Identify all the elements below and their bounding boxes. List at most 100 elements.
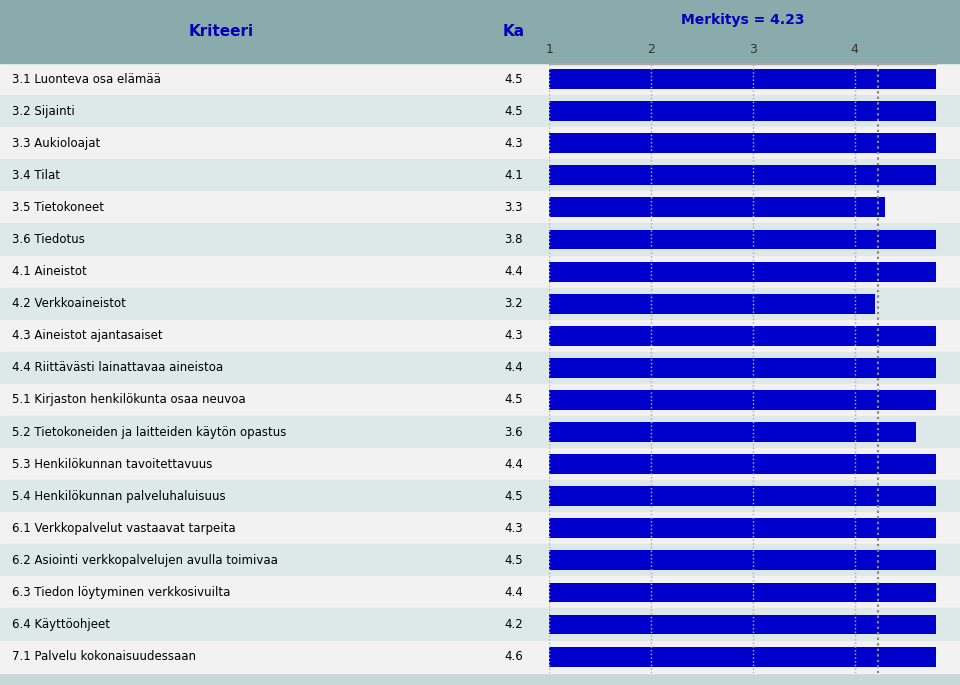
Bar <box>549 480 936 512</box>
Bar <box>549 551 960 571</box>
Bar <box>549 454 960 474</box>
Bar <box>549 127 936 160</box>
Text: 4.4: 4.4 <box>504 586 523 599</box>
Text: 3.3: 3.3 <box>504 201 523 214</box>
Bar <box>549 551 960 571</box>
Bar <box>549 576 936 608</box>
Text: 4.4 Riittävästi lainattavaa aineistoa: 4.4 Riittävästi lainattavaa aineistoa <box>12 362 223 374</box>
Bar <box>549 134 960 153</box>
Text: 4.1 Aineistot: 4.1 Aineistot <box>12 265 86 278</box>
Bar <box>549 519 960 538</box>
Text: 3.8: 3.8 <box>504 233 523 246</box>
Bar <box>549 134 960 153</box>
Bar <box>549 512 936 545</box>
Bar <box>549 448 936 480</box>
Bar <box>549 223 936 256</box>
Text: 4.3: 4.3 <box>504 329 523 342</box>
Text: Kriteeri: Kriteeri <box>188 24 253 39</box>
Bar <box>549 197 885 217</box>
Bar <box>549 294 875 314</box>
Text: 3: 3 <box>749 42 756 55</box>
Text: 3.2 Sijainti: 3.2 Sijainti <box>12 105 74 118</box>
Text: 5.2 Tietokoneiden ja laitteiden käytön opastus: 5.2 Tietokoneiden ja laitteiden käytön o… <box>12 425 286 438</box>
Text: Ka: Ka <box>502 24 525 39</box>
Bar <box>549 390 960 410</box>
Text: 3.1 Luonteva osa elämää: 3.1 Luonteva osa elämää <box>12 73 160 86</box>
Bar <box>549 69 960 89</box>
Bar <box>549 384 936 416</box>
Text: 3.2: 3.2 <box>504 297 523 310</box>
Text: 2: 2 <box>647 42 655 55</box>
Bar <box>549 95 936 127</box>
Text: 4.2: 4.2 <box>504 618 523 631</box>
Text: 4.6: 4.6 <box>504 650 523 663</box>
Text: 3.6 Tiedotus: 3.6 Tiedotus <box>12 233 84 246</box>
Text: Merkitys = 4.23: Merkitys = 4.23 <box>681 13 804 27</box>
Text: 3.4 Tilat: 3.4 Tilat <box>12 169 60 182</box>
Bar <box>549 101 960 121</box>
Text: 3.6: 3.6 <box>504 425 523 438</box>
Bar <box>549 416 936 448</box>
Text: 4.3: 4.3 <box>504 522 523 535</box>
Text: 4.3: 4.3 <box>504 137 523 150</box>
Text: 7.1 Palvelu kokonaisuudessaan: 7.1 Palvelu kokonaisuudessaan <box>12 650 196 663</box>
Bar <box>549 63 936 95</box>
Bar <box>549 608 936 640</box>
Bar <box>549 358 960 378</box>
Text: 5.1 Kirjaston henkilökunta osaa neuvoa: 5.1 Kirjaston henkilökunta osaa neuvoa <box>12 393 245 406</box>
Text: 6.4 Käyttöohjeet: 6.4 Käyttöohjeet <box>12 618 109 631</box>
Text: 5.3 Henkilökunnan tavoitettavuus: 5.3 Henkilökunnan tavoitettavuus <box>12 458 212 471</box>
Text: 6.2 Asiointi verkkopalvelujen avulla toimivaa: 6.2 Asiointi verkkopalvelujen avulla toi… <box>12 554 277 567</box>
Bar <box>549 352 936 384</box>
Bar <box>549 229 936 249</box>
Bar <box>549 165 960 185</box>
Text: 5.4 Henkilökunnan palveluhaluisuus: 5.4 Henkilökunnan palveluhaluisuus <box>12 490 226 503</box>
Text: 4.3 Aineistot ajantasaiset: 4.3 Aineistot ajantasaiset <box>12 329 162 342</box>
Text: 6.1 Verkkopalvelut vastaavat tarpeita: 6.1 Verkkopalvelut vastaavat tarpeita <box>12 522 235 535</box>
Bar <box>549 229 936 249</box>
Bar <box>549 545 936 576</box>
Bar <box>549 647 960 667</box>
Text: 4.1: 4.1 <box>504 169 523 182</box>
Bar <box>549 640 936 673</box>
Bar <box>549 197 885 217</box>
Text: 4.2 Verkkoaineistot: 4.2 Verkkoaineistot <box>12 297 126 310</box>
Text: 3.3 Aukioloajat: 3.3 Aukioloajat <box>12 137 100 150</box>
Bar <box>549 582 960 602</box>
Text: 3.5 Tietokoneet: 3.5 Tietokoneet <box>12 201 104 214</box>
Bar <box>549 262 960 282</box>
Bar <box>549 191 936 223</box>
Bar <box>549 422 916 442</box>
Bar <box>549 582 960 602</box>
Text: 4.4: 4.4 <box>504 362 523 374</box>
Bar <box>549 294 875 314</box>
Bar <box>549 320 936 352</box>
Text: 1: 1 <box>545 42 553 55</box>
Bar <box>549 486 960 506</box>
Bar <box>549 288 936 320</box>
Bar <box>549 358 960 378</box>
Text: 6.3 Tiedon löytyminen verkkosivuilta: 6.3 Tiedon löytyminen verkkosivuilta <box>12 586 229 599</box>
Bar <box>549 326 960 346</box>
Text: 4.5: 4.5 <box>504 554 523 567</box>
Bar <box>549 422 916 442</box>
Bar <box>549 486 960 506</box>
Bar <box>549 326 960 346</box>
Text: 4.4: 4.4 <box>504 458 523 471</box>
Text: 4.5: 4.5 <box>504 393 523 406</box>
Text: 4: 4 <box>851 42 858 55</box>
Bar <box>549 454 960 474</box>
Text: 4.5: 4.5 <box>504 73 523 86</box>
Bar <box>549 256 936 288</box>
Bar <box>549 519 960 538</box>
Text: 4.5: 4.5 <box>504 105 523 118</box>
Bar <box>549 262 960 282</box>
Text: 4.4: 4.4 <box>504 265 523 278</box>
Bar <box>549 165 960 185</box>
Bar <box>549 101 960 121</box>
Bar <box>549 69 960 89</box>
Bar <box>549 614 960 634</box>
Bar <box>549 647 960 667</box>
Bar <box>549 614 960 634</box>
Bar <box>549 160 936 191</box>
